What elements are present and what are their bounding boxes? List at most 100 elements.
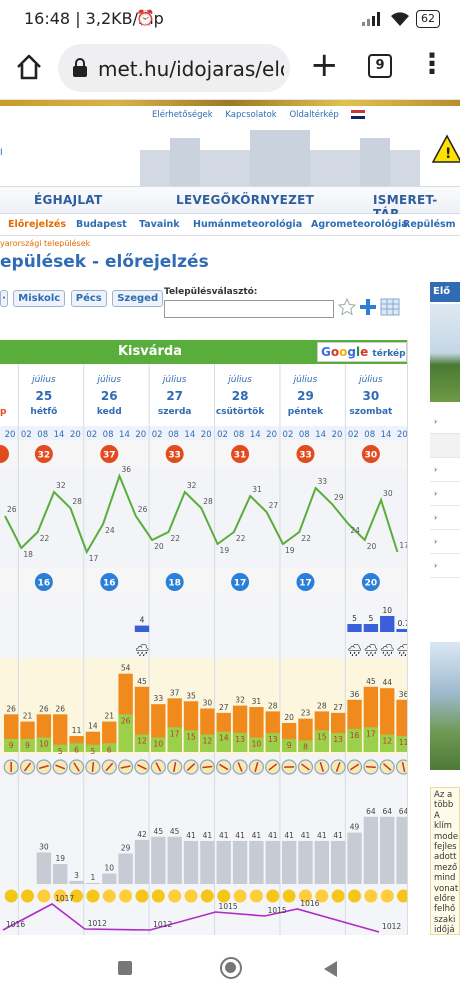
subnav-human-meteorology[interactable]: Humánmeteorológia <box>193 219 303 230</box>
sidebar-link[interactable]: › <box>430 530 460 554</box>
wind-gust-value: 28 <box>268 701 278 710</box>
quick-city-prev[interactable]: · <box>0 290 8 307</box>
breadcrumb[interactable]: yarországi települések <box>0 239 91 248</box>
day-month: július <box>292 375 318 385</box>
min-temp-value: 16 <box>103 579 116 589</box>
plus-icon[interactable] <box>359 298 377 316</box>
pressure-value: 1012 <box>88 919 107 928</box>
wind-gust-value: 30 <box>203 699 213 708</box>
star-icon[interactable] <box>338 298 356 316</box>
wind-speed-bar <box>249 737 264 752</box>
cloud-cover-value: 29 <box>121 844 131 853</box>
max-temp-value: 31 <box>234 451 247 461</box>
wind-speed-value: 10 <box>252 740 262 749</box>
max-temp-value: 30 <box>365 451 378 461</box>
sidebar-link[interactable]: › <box>430 482 460 506</box>
precip-row-bg <box>0 596 407 658</box>
rain-cloud-icon: 🌧 <box>396 643 408 657</box>
subnav-budapest[interactable]: Budapest <box>76 219 127 230</box>
sidebar-header[interactable]: Elő <box>430 282 460 302</box>
max-temp-value: 37 <box>103 451 116 461</box>
sidebar-photo-2 <box>430 642 460 770</box>
rain-cloud-icon: 🌧 <box>347 643 362 657</box>
new-tab-icon[interactable]: + <box>310 45 339 85</box>
wind-speed-bar <box>167 727 182 752</box>
min-temp-badge <box>231 573 250 591</box>
weather-icon <box>21 889 35 903</box>
weather-icon <box>200 889 214 903</box>
quick-city-szeged[interactable]: Szeged <box>112 290 164 307</box>
wind-gust-value: 26 <box>39 704 49 713</box>
wind-direction-arrow <box>38 764 49 770</box>
day-number: 30 <box>363 389 380 403</box>
english-flag-icon[interactable] <box>351 110 366 119</box>
town-selector-input[interactable] <box>164 300 334 318</box>
rain-cloud-icon: 🌧 <box>134 643 149 657</box>
cloud-cover-bar <box>85 882 101 884</box>
cloud-cover-bar <box>363 816 379 884</box>
sidebar-link[interactable] <box>430 434 460 458</box>
back-icon[interactable] <box>324 961 337 977</box>
google-map-link[interactable]: Google térkép <box>317 342 407 362</box>
temperature-label: 24 <box>105 526 115 535</box>
max-temp-badge <box>231 445 250 463</box>
quick-city-pecs[interactable]: Pécs <box>70 290 107 307</box>
wind-gust-value: 31 <box>252 697 262 706</box>
menu-icon[interactable]: ⋮ <box>418 47 446 80</box>
wind-speed-bar <box>85 744 101 752</box>
temperature-label: 32 <box>56 481 66 490</box>
status-time: 16:48 | 3,2KB/mp <box>24 9 164 28</box>
wind-speed-bar <box>151 737 166 752</box>
link-sitemap[interactable]: Oldaltérkép <box>289 110 339 120</box>
subnav-lakes[interactable]: Tavaink <box>139 219 180 230</box>
home-icon[interactable] <box>14 52 44 82</box>
wind-direction-icon <box>395 759 407 775</box>
wind-gust-bar <box>396 699 407 752</box>
subnav-aviation[interactable]: Repülésm <box>403 219 456 230</box>
wind-speed-value: 12 <box>203 737 213 746</box>
subnav-forecast[interactable]: Előrejelzés <box>8 219 66 230</box>
sidebar-link[interactable]: › <box>430 506 460 530</box>
cloud-cover-value: 19 <box>55 854 65 863</box>
weather-icon <box>135 889 149 903</box>
sidebar-link[interactable]: › <box>430 554 460 578</box>
home-button-icon[interactable] <box>220 957 242 979</box>
wind-speed-value: 14 <box>219 734 229 743</box>
sidebar-link[interactable]: › <box>430 458 460 482</box>
quick-city-miskolc[interactable]: Miskolc <box>13 290 66 307</box>
precip-bar <box>347 624 362 632</box>
hour-label: 14 <box>184 430 195 440</box>
link-contacts[interactable]: Elérhetőségek <box>152 110 213 120</box>
precip-value: 4 <box>140 616 145 625</box>
nav-climate[interactable]: ÉGHAJLAT <box>34 193 103 207</box>
subnav-agrometeorology[interactable]: Agrometeorológia <box>311 219 408 230</box>
warning-icon[interactable]: ! <box>432 134 460 164</box>
day-month: július <box>95 375 121 385</box>
tab-switcher-button[interactable]: 9 <box>368 54 392 78</box>
recent-apps-icon[interactable] <box>118 961 132 975</box>
day-month: július <box>30 375 56 385</box>
min-temp-badge <box>165 573 184 591</box>
wind-speed-value: 10 <box>39 740 49 749</box>
cloud-cover-bar <box>396 816 407 884</box>
hour-label: 20 <box>70 430 81 440</box>
wind-direction-arrow <box>55 764 66 770</box>
wind-speed-value: 15 <box>186 732 196 741</box>
hour-label: 08 <box>37 430 48 440</box>
address-bar[interactable]: met.hu/idojaras/elorej <box>58 44 290 92</box>
wind-direction-arrow <box>254 761 259 773</box>
hour-label: 20 <box>5 430 16 440</box>
wind-speed-value: 9 <box>287 741 292 750</box>
wind-direction-arrow <box>300 763 310 771</box>
wind-speed-value: 6 <box>107 745 112 754</box>
table-icon[interactable] <box>380 298 400 316</box>
wind-direction-arrow <box>202 765 213 769</box>
link-relations[interactable]: Kapcsolatok <box>225 110 277 120</box>
nav-air-environment[interactable]: LEVEGŐKÖRNYEZET <box>176 193 315 207</box>
wind-direction-arrow <box>365 765 376 769</box>
wind-gust-value: 20 <box>284 713 294 722</box>
sidebar-link[interactable]: › <box>430 410 460 434</box>
forecast-panel: Kisvárda Google térkép július 25 hétfő júli… <box>0 340 408 935</box>
cloud-cover-value: 41 <box>333 831 343 840</box>
max-temp-badge <box>165 445 184 463</box>
